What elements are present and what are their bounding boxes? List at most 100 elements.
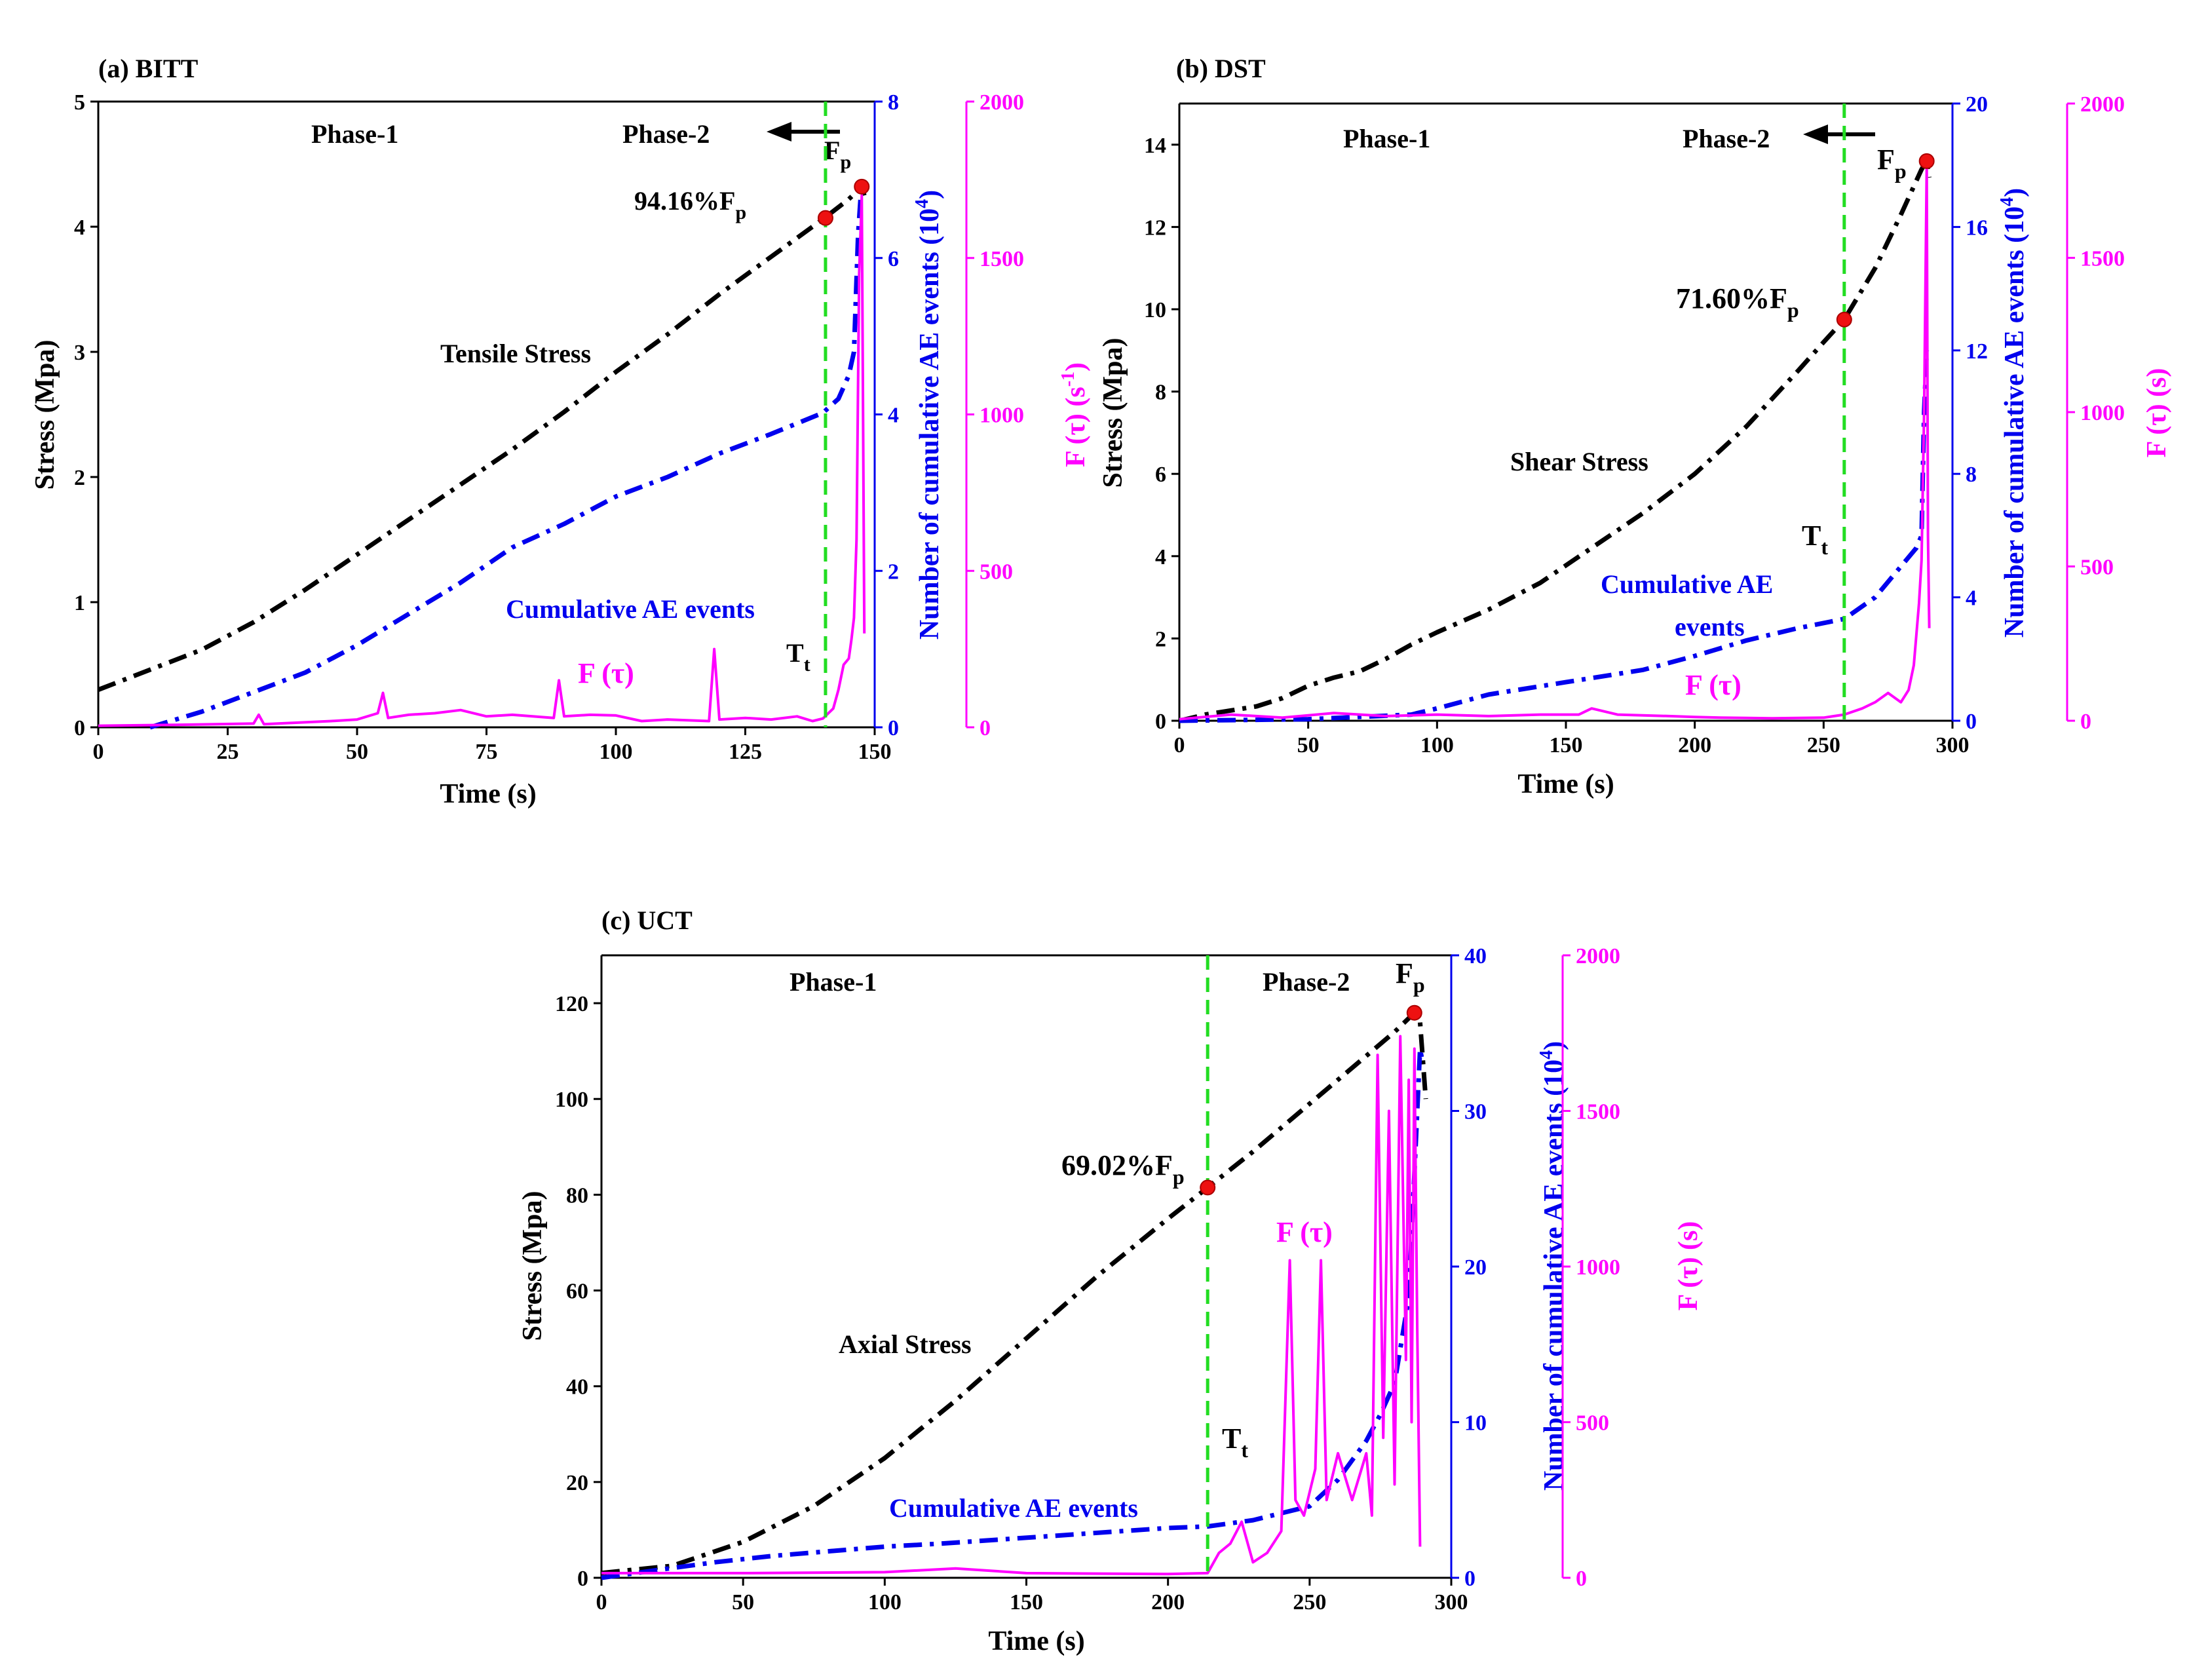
fp-label-sub: p (840, 151, 851, 173)
y3-tick-label: 1000 (980, 404, 1024, 428)
y2-tick-label: 6 (888, 247, 899, 271)
x-axis-label: Time (s) (1517, 769, 1614, 799)
y-tick-label: 20 (566, 1471, 588, 1495)
fp-label-sub: p (1895, 159, 1907, 183)
y2-label-sup: 4 (1997, 197, 2017, 206)
fp-label-main: F (1877, 143, 1895, 176)
fp-label-main: F (1396, 957, 1413, 989)
stress-series-line (601, 1010, 1428, 1576)
y2-label-sup: 4 (912, 199, 932, 208)
x-tick-label: 200 (1151, 1590, 1185, 1614)
ae-label: Cumulative AE (1601, 569, 1773, 599)
fp-label-sub: p (1413, 973, 1425, 997)
x-tick-label: 75 (476, 740, 498, 764)
tt-label: Tt (1222, 1422, 1248, 1462)
tt-label-main: T (1802, 520, 1821, 552)
y-tick-label: 4 (74, 216, 85, 240)
tt-label-sub: t (804, 654, 810, 676)
y2-tick-label: 4 (1966, 586, 1977, 611)
y3-tick-label: 2000 (980, 90, 1024, 115)
y3-tick-label: 2000 (2080, 92, 2125, 117)
ftau-label: F (τ) (1685, 669, 1742, 701)
tt-label-main: T (1222, 1422, 1241, 1455)
y-axis-label: Stress (Mpa) (30, 339, 60, 489)
x-tick-label: 50 (1297, 733, 1320, 757)
stress-label: Shear Stress (1510, 447, 1648, 476)
pct-label-main: 69.02%F (1061, 1149, 1173, 1181)
key-point-marker (817, 210, 833, 226)
y-tick-label: 2 (74, 466, 85, 490)
pct-label: 94.16%Fp (634, 186, 746, 223)
x-tick-label: 150 (1010, 1590, 1043, 1614)
y2-tick-label: 12 (1966, 339, 1988, 364)
x-tick-label: 0 (1174, 733, 1185, 757)
y2-label-sup: 4 (1536, 1050, 1557, 1060)
x-tick-label: 125 (729, 740, 762, 764)
tt-label: Tt (1802, 520, 1828, 559)
x-tick-label: 50 (346, 740, 368, 764)
y3-axis-label: F (τ) (s-1) (1058, 362, 1091, 467)
y-tick-label: 4 (1155, 545, 1166, 569)
y-tick-label: 10 (1144, 298, 1166, 322)
y-tick-label: 100 (555, 1088, 588, 1112)
y-tick-label: 0 (577, 1567, 588, 1591)
y-axis-label: Stress (Mpa) (1098, 337, 1128, 487)
pct-label-sub: p (735, 202, 746, 223)
x-tick-label: 0 (93, 740, 104, 764)
phase1-label: Phase-1 (1343, 124, 1430, 153)
y3-tick-label: 0 (980, 716, 991, 740)
ae-label: Cumulative AE events (506, 594, 755, 624)
y2-label-end: ) (915, 190, 945, 199)
y-axis-label: Stress (Mpa) (518, 1191, 548, 1341)
x-tick-label: 300 (1435, 1590, 1468, 1614)
y2-label-main: Number of cumulative AE events (10 (915, 208, 945, 640)
pct-label-sub: p (1787, 298, 1799, 322)
phase2-label: Phase-2 (622, 119, 710, 149)
stress-series-line (97, 184, 867, 692)
panel-title: (c) UCT (601, 906, 693, 935)
key-point-marker (1918, 153, 1935, 169)
panel-title: (b) DST (1176, 54, 1266, 83)
y2-tick-label: 0 (888, 716, 899, 740)
y-tick-label: 0 (74, 716, 85, 740)
y2-tick-label: 20 (1464, 1255, 1487, 1280)
tt-label-main: T (786, 638, 804, 668)
y2-tick-label: 8 (888, 90, 899, 115)
y3-tick-label: 1500 (1576, 1100, 1620, 1124)
y2-tick-label: 40 (1464, 944, 1487, 968)
x-tick-label: 100 (1420, 733, 1454, 757)
ftau-series-line (98, 194, 866, 727)
y2-tick-label: 0 (1966, 710, 1977, 734)
x-tick-label: 100 (600, 740, 633, 764)
y3-tick-label: 500 (1576, 1411, 1609, 1436)
y2-tick-label: 20 (1966, 92, 1988, 117)
y3-axis-label: F (τ) (s) (1673, 1221, 1704, 1311)
key-point-marker (1836, 311, 1852, 328)
stress-label: Tensile Stress (440, 339, 591, 368)
x-tick-label: 200 (1678, 733, 1711, 757)
y-tick-label: 60 (566, 1280, 588, 1304)
y3-tick-label: 0 (2080, 710, 2091, 734)
y3-tick-label: 0 (1576, 1567, 1587, 1591)
x-tick-label: 150 (1550, 733, 1583, 757)
y-tick-label: 120 (555, 992, 588, 1016)
tt-label: Tt (786, 638, 810, 676)
ftau-label: F (τ) (1276, 1216, 1333, 1248)
y3-label-sup: -1 (1058, 372, 1078, 387)
y3-label-main: F (τ) (s (1061, 387, 1091, 467)
fp-label: Fp (1396, 957, 1425, 997)
y-tick-label: 12 (1144, 216, 1166, 240)
panel-title: (a) BITT (98, 54, 199, 83)
stress-series-line (1179, 159, 1932, 723)
x-tick-label: 250 (1293, 1590, 1326, 1614)
y2-tick-label: 2 (888, 560, 899, 584)
y2-label-end: ) (2000, 188, 2030, 197)
stress-label: Axial Stress (839, 1329, 972, 1359)
y2-tick-label: 0 (1464, 1567, 1475, 1591)
x-tick-label: 100 (868, 1590, 902, 1614)
y2-label-main: Number of cumulative AE events (10 (2000, 206, 2030, 638)
phase1-label: Phase-1 (790, 967, 877, 997)
key-point-marker (854, 178, 870, 195)
ftau-label: F (τ) (578, 657, 634, 689)
y2-tick-label: 8 (1966, 463, 1977, 487)
